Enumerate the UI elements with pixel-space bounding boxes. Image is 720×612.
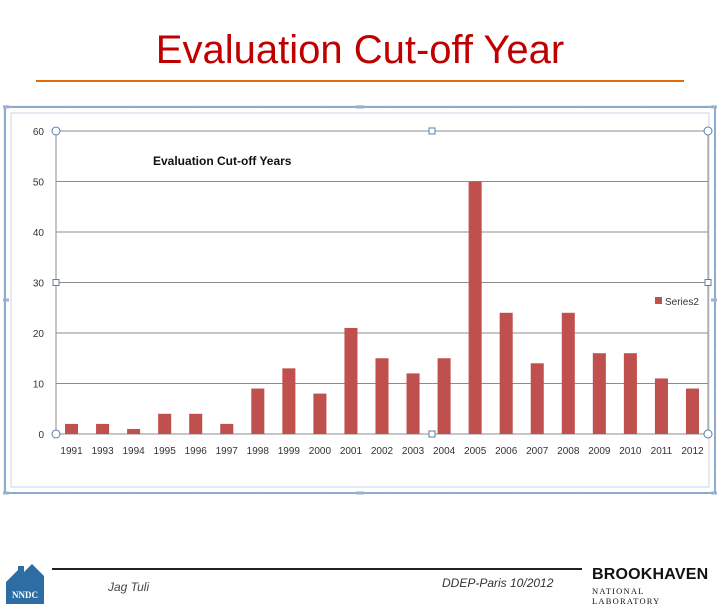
x-tick-label: 2001 [340,446,363,457]
chart-bar[interactable] [437,358,451,434]
y-tick-label: 60 [33,127,45,138]
x-tick-label: 1999 [278,446,301,457]
x-tick-label: 1994 [122,446,145,457]
chart-svg: 0 10 20 30 40 50 60 1991 1993 1994 1995 1996 1997 199… [3,105,717,495]
brookhaven-logo: BROOKHAVEN NATIONAL LABORATORY [592,566,716,606]
chart-bar[interactable] [189,413,203,434]
nndc-logo-text: NNDC [12,590,38,600]
resize-handle-side[interactable] [704,279,712,286]
chart-bar[interactable] [530,363,544,434]
chart-bar[interactable] [499,312,513,434]
brookhaven-logo-name: BROOKHAVEN [592,566,709,583]
chart-bar[interactable] [654,378,668,434]
x-tick-label: 2007 [526,446,549,457]
legend-swatch [655,297,662,304]
chart-bar[interactable] [623,353,637,434]
x-tick-label: 2008 [557,446,580,457]
x-tick-label: 2012 [681,446,704,457]
chart-bar[interactable] [220,423,234,434]
resize-handle-side[interactable] [428,430,436,438]
chart-inner-border [10,112,710,488]
chart-frame[interactable]: 0 10 20 30 40 50 60 1991 1993 1994 1995 1996 1997 199… [3,105,717,495]
x-tick-label: 1998 [247,446,270,457]
chart-bar[interactable] [282,368,296,434]
event-label: DDEP-Paris 10/2012 [442,576,554,590]
resize-handle-corner[interactable] [703,429,713,439]
chart-grip[interactable] [711,298,717,302]
x-tick-label: 1991 [60,446,83,457]
resize-handle-side[interactable] [52,279,60,286]
chart-bar[interactable] [158,413,172,434]
x-tick-label: 2006 [495,446,518,457]
x-tick-label: 2009 [588,446,611,457]
y-tick-label: 50 [33,178,45,189]
y-tick-label: 30 [33,279,45,290]
chart-grip[interactable] [3,298,9,302]
chart-grip[interactable] [711,491,717,495]
chart-bar[interactable] [96,423,110,434]
chart-bar[interactable] [313,393,327,434]
x-tick-label: 2011 [651,446,673,457]
chart-grip[interactable] [3,105,9,109]
x-tick-label: 2002 [371,446,394,457]
y-tick-label: 10 [33,380,45,391]
chart-bar[interactable] [685,388,699,434]
chart-grip[interactable] [356,105,364,109]
chart-bar[interactable] [344,327,358,434]
chart-bar[interactable] [406,373,420,434]
resize-handle-corner[interactable] [51,126,61,136]
chart-bar[interactable] [251,388,265,434]
x-tick-label: 2005 [464,446,487,457]
chart-grip[interactable] [356,491,364,495]
x-tick-label: 2010 [619,446,642,457]
resize-handle-corner[interactable] [703,126,713,136]
slide-title: Evaluation Cut-off Year [155,28,565,72]
x-tick-label: 1993 [91,446,114,457]
x-tick-label: 1995 [154,446,177,457]
y-tick-label: 40 [33,228,45,239]
chart-bar[interactable] [468,181,482,435]
author-name: Jag Tuli [108,580,150,594]
chart-grip[interactable] [711,105,717,109]
brookhaven-logo-sub: NATIONAL LABORATORY [592,586,661,606]
x-tick-label: 1996 [185,446,208,457]
chart-object-border [4,106,716,494]
x-tick-label: 2000 [309,446,332,457]
y-tick-label: 20 [33,329,45,340]
footer-rule [52,568,582,570]
nndc-logo: NNDC [4,562,46,606]
chart-bar[interactable] [375,358,389,434]
chart-title: Evaluation Cut-off Years [153,154,292,168]
chart-bar[interactable] [561,312,575,434]
chart-bar[interactable] [65,423,79,434]
chart-bar[interactable] [592,353,606,434]
chart-grip[interactable] [3,491,9,495]
chart-bar[interactable] [127,428,141,434]
y-tick-label: 0 [38,430,44,441]
x-tick-label: 1997 [216,446,239,457]
title-underline [36,80,684,82]
resize-handle-side[interactable] [428,127,436,135]
x-tick-label: 2003 [402,446,425,457]
legend-label: Series2 [665,297,699,308]
resize-handle-corner[interactable] [51,429,61,439]
x-tick-label: 2004 [433,446,456,457]
